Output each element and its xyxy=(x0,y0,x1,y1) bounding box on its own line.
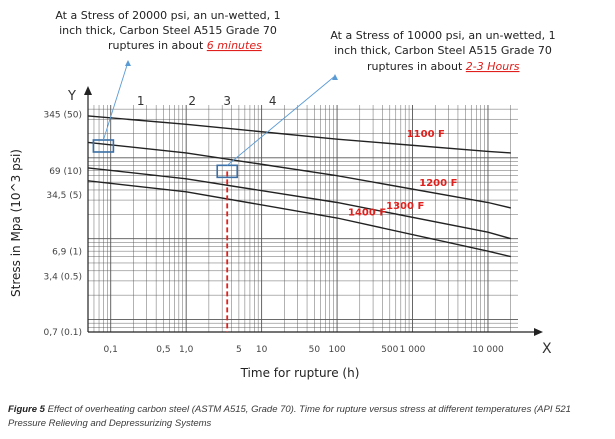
x-tick-label: 5 xyxy=(236,345,242,355)
series-line xyxy=(87,115,511,154)
series-temperature-label: 1400 F xyxy=(348,207,386,218)
y-tick-label: 3,4 (0.5) xyxy=(43,273,82,283)
series-line xyxy=(87,180,511,258)
rupture-chart: 0,1 0,5 1,0 5 10 50 100 500 1 000 10 000 345 (50) 6… xyxy=(9,9,556,380)
x-tick-label: 0,1 xyxy=(104,345,118,355)
y-tick-label: 6,9 (1) xyxy=(52,248,82,258)
curves xyxy=(87,115,511,258)
curve-number-label: 1 xyxy=(137,94,145,108)
annotation-1-highlight: 6 minutes xyxy=(207,39,262,52)
grid-lines xyxy=(88,105,518,333)
series-line xyxy=(87,141,511,209)
annotation-1-prefix: ruptures in about xyxy=(108,39,207,52)
pointer-arrowhead xyxy=(125,60,131,66)
annotation-2-line-3: ruptures in about 2-3 Hours xyxy=(367,60,520,73)
caption-text: Effect of overheating carbon steel (ASTM… xyxy=(8,404,571,429)
x-tick-label: 1 000 xyxy=(400,345,426,355)
y-tick-label: 69 (10) xyxy=(49,167,82,177)
series-temperature-label: 1300 F xyxy=(386,201,424,212)
pointer-line xyxy=(102,61,129,141)
pointer-line xyxy=(226,75,336,166)
series-temperature-label: 1100 F xyxy=(407,129,445,140)
x-tick-label: 10 000 xyxy=(472,345,504,355)
annotation-1-line-2: inch thick, Carbon Steel A515 Grade 70 xyxy=(59,24,277,37)
y-axis-title: Stress in Mpa (10^3 psi) xyxy=(9,149,23,297)
figure-caption: Figure 5 Effect of overheating carbon st… xyxy=(8,403,608,431)
series-temperature-label: 1200 F xyxy=(419,178,457,189)
curve-number-label: 2 xyxy=(188,94,196,108)
tick-labels: 0,1 0,5 1,0 5 10 50 100 500 1 000 10 000 345 (50) 6… xyxy=(43,94,504,355)
x-axis-arrow xyxy=(534,328,543,336)
y-tick-label: 345 (50) xyxy=(43,110,82,120)
x-tick-label: 100 xyxy=(328,345,345,355)
axes xyxy=(84,86,543,336)
x-tick-label: 500 xyxy=(381,345,398,355)
annotation-2-prefix: ruptures in about xyxy=(367,60,466,73)
x-tick-label: 1,0 xyxy=(179,345,194,355)
curve-number-label: 3 xyxy=(223,94,231,108)
x-tick-label: 50 xyxy=(309,345,321,355)
x-axis-letter: X xyxy=(542,341,552,357)
annotation-2-highlight: 2-3 Hours xyxy=(466,60,520,73)
x-tick-label: 0,5 xyxy=(156,345,170,355)
caption-label: Figure 5 xyxy=(8,404,45,415)
annotation-2-line-1: At a Stress of 10000 psi, an un-wetted, … xyxy=(330,29,555,42)
annotation-1-line-3: ruptures in about 6 minutes xyxy=(108,39,262,52)
series-line xyxy=(87,167,511,240)
y-axis-letter: Y xyxy=(67,89,76,104)
y-tick-label: 0,7 (0.1) xyxy=(43,328,82,338)
y-axis-arrow xyxy=(84,86,92,95)
curve-number-label: 4 xyxy=(269,94,277,108)
x-tick-label: 10 xyxy=(256,345,268,355)
x-axis-title: Time for rupture (h) xyxy=(240,366,360,380)
annotation-1-line-1: At a Stress of 20000 psi, an un-wetted, … xyxy=(55,9,280,22)
annotation-2-line-2: inch thick, Carbon Steel A515 Grade 70 xyxy=(334,44,552,57)
y-tick-label: 34,5 (5) xyxy=(46,191,82,201)
pointer-arrowhead xyxy=(332,74,338,80)
